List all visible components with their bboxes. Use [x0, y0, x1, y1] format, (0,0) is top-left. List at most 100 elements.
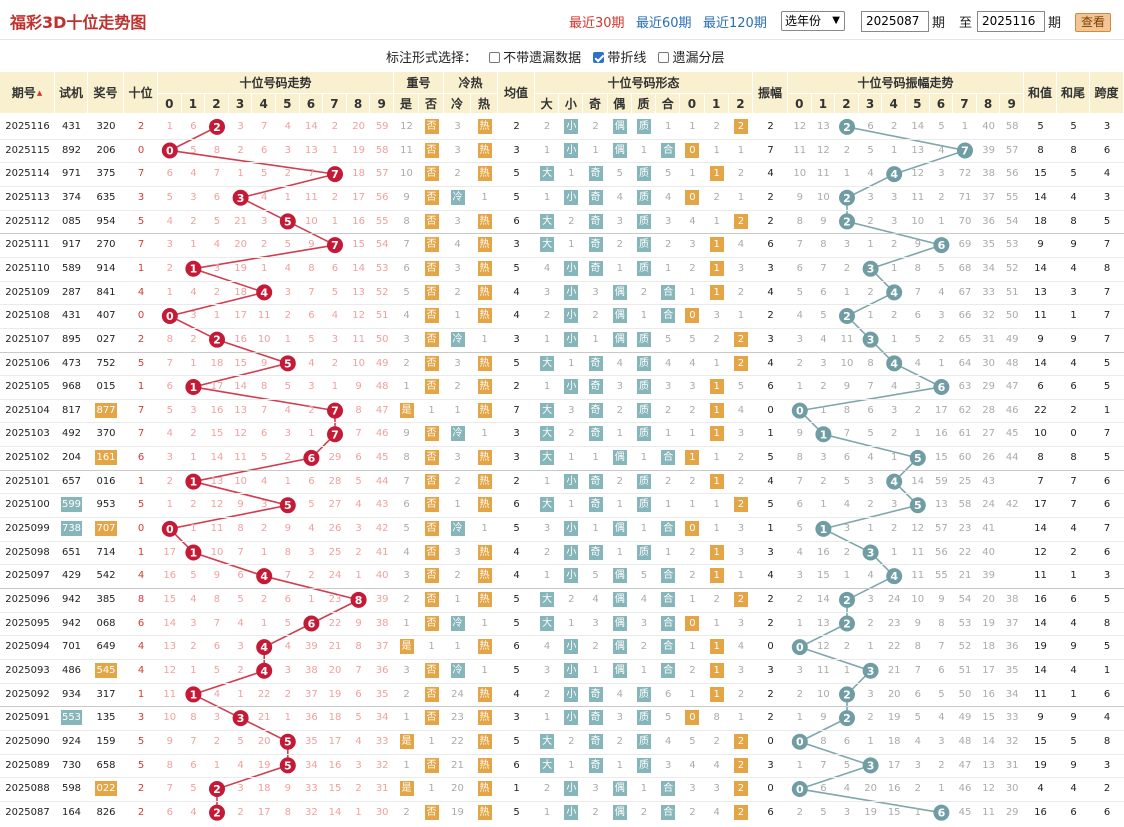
- highlight-badge: 偶: [612, 662, 627, 678]
- cold-cell: 23: [451, 712, 464, 724]
- highlight-badge: 质: [636, 544, 651, 560]
- cold-cell: 1: [454, 641, 461, 653]
- repeat-no-cell: 否: [419, 328, 444, 352]
- prize-cell: 270: [96, 239, 116, 251]
- highlight-badge: 偶: [612, 308, 627, 324]
- amp-ball: [862, 544, 879, 561]
- amp-omission: 51: [958, 664, 972, 676]
- highlight-badge: 奇: [588, 733, 603, 749]
- checkbox-omission-layer[interactable]: [658, 52, 670, 63]
- tens-ball-label: 1: [190, 547, 198, 560]
- amp-omission: 4: [820, 333, 827, 345]
- header-repeat-yes: 是: [394, 94, 419, 114]
- amp-cell: 3: [767, 262, 774, 274]
- amp-cell: 6: [767, 806, 774, 818]
- trend-omission: 20: [328, 664, 342, 676]
- form-cell: 2: [592, 806, 599, 818]
- amp-ball: [933, 237, 950, 254]
- to-issue-input[interactable]: 2025116: [977, 11, 1045, 32]
- checkbox-polyline[interactable]: [593, 52, 605, 63]
- form-cell: 4: [689, 215, 696, 227]
- highlight-badge: 热: [477, 166, 492, 182]
- amp-omission: 2: [867, 712, 874, 724]
- amp-ball: [909, 497, 926, 514]
- repeat-yes-cell: 12: [400, 121, 413, 132]
- amp-omission: 1: [820, 404, 827, 416]
- highlight-badge: 否: [424, 450, 439, 466]
- form-cell: 小: [559, 777, 583, 801]
- trial-cell: 492: [61, 428, 82, 440]
- amp-omission: 36: [1005, 641, 1019, 653]
- form-cell: 1: [680, 446, 704, 470]
- checkbox-no-omission[interactable]: [489, 52, 501, 63]
- amp-ball: [791, 402, 808, 419]
- form-cell: 1: [640, 664, 648, 676]
- amp-ball: [839, 189, 855, 206]
- trend-omission: 2: [213, 735, 221, 747]
- amp-omission: 1: [843, 664, 851, 676]
- form-cell: 3: [592, 286, 599, 298]
- form-cell: 合: [656, 588, 680, 612]
- year-select[interactable]: 选年份 ▼: [781, 11, 845, 31]
- amp-omission: 47: [958, 759, 972, 771]
- amp-omission: [1000, 470, 1024, 494]
- highlight-badge: 奇: [588, 544, 603, 560]
- amp-cell: 6: [767, 239, 774, 251]
- amp-ball: [791, 639, 808, 656]
- amp-omission: 5: [938, 688, 945, 700]
- from-issue-input[interactable]: 2025087: [861, 11, 929, 32]
- form-cell: 4: [737, 404, 745, 416]
- trend-omission: 4: [261, 475, 268, 487]
- trial-cell: 968: [61, 381, 82, 393]
- amp-omission: 11: [817, 168, 830, 180]
- prize-cell: 022: [88, 777, 124, 801]
- trend-omission: 3: [308, 546, 315, 558]
- amp-omission: 34: [1005, 688, 1019, 700]
- highlight-badge: 小: [564, 142, 579, 158]
- hot-cell: 热: [471, 139, 498, 163]
- trend-omission: 5: [166, 404, 173, 416]
- issue-cell: 2025111: [5, 239, 50, 251]
- amp-omission: 6: [867, 121, 874, 132]
- row-divider: [0, 375, 1124, 377]
- highlight-badge: 1: [709, 237, 724, 253]
- nav-recent-30[interactable]: 最近30期: [569, 16, 625, 31]
- span-cell: 2: [1103, 783, 1111, 795]
- trend-omission: 2: [190, 215, 197, 227]
- form-cell: 1: [592, 333, 599, 345]
- span-cell: 1: [1103, 664, 1111, 676]
- trend-omission: 2: [331, 121, 339, 132]
- amp-cell: 1: [767, 428, 774, 440]
- amp-omission: 11: [840, 333, 854, 345]
- trend-omission: 2: [166, 475, 173, 487]
- avg-cell: 2: [513, 475, 520, 487]
- hot-cell: 热: [471, 210, 498, 234]
- trend-omission: 14: [234, 381, 247, 393]
- trend-omission: 6: [190, 759, 197, 771]
- trend-omission: 7: [237, 546, 244, 558]
- highlight-badge: 奇: [588, 710, 603, 726]
- amp-ball: [886, 473, 903, 490]
- trial-cell: 164: [61, 806, 82, 818]
- form-cell: 4: [665, 191, 672, 203]
- view-button[interactable]: 查看: [1075, 13, 1111, 32]
- nav-recent-120[interactable]: 最近120期: [703, 16, 767, 31]
- issue-cell: 2025093: [5, 664, 50, 676]
- tail-cell: 6: [1070, 806, 1077, 818]
- form-cell: 小: [559, 115, 583, 139]
- repeat-no-cell: 否: [419, 541, 444, 565]
- trend-omission: 3: [308, 381, 315, 393]
- repeat-yes-cell: 1: [403, 712, 410, 724]
- form-cell: 4: [616, 688, 623, 700]
- tail-cell: 7: [1070, 499, 1077, 511]
- amp-omission: 29: [1005, 806, 1019, 818]
- sort-icon[interactable]: ▲: [36, 88, 43, 97]
- prize-cell: 545: [88, 659, 124, 683]
- repeat-no-cell: 否: [419, 210, 444, 234]
- amp-omission: 13: [911, 144, 925, 156]
- amp-omission: 7: [796, 239, 803, 251]
- trend-omission: 8: [355, 641, 362, 653]
- trend-omission: 42: [375, 523, 389, 535]
- nav-recent-60[interactable]: 最近60期: [636, 16, 692, 31]
- trial-cell: 553: [55, 706, 88, 730]
